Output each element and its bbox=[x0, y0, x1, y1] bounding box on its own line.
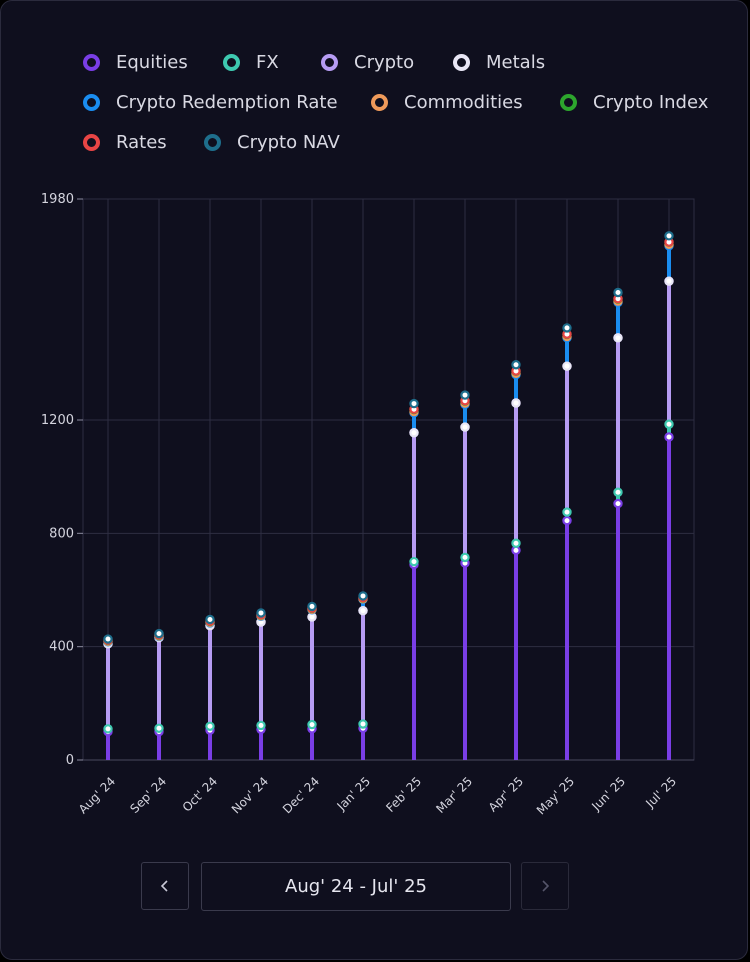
x-tick-label: Dec' 24 bbox=[280, 774, 322, 816]
legend-marker-icon bbox=[83, 53, 100, 71]
legend-item-crypto-index[interactable]: Crypto Index bbox=[560, 90, 708, 114]
x-tick-label: Mar' 25 bbox=[433, 774, 475, 816]
point-crypto-nav bbox=[358, 591, 368, 601]
x-tick-label: Nov' 24 bbox=[229, 774, 271, 816]
point-crypto-nav bbox=[409, 398, 419, 409]
point-fx bbox=[154, 723, 164, 733]
legend-label: Metals bbox=[486, 51, 546, 73]
chevron-left-icon bbox=[160, 880, 168, 892]
legend-item-metals[interactable]: Metals bbox=[453, 50, 545, 74]
point-fx bbox=[511, 538, 521, 548]
point-crypto-nav bbox=[460, 390, 470, 400]
y-tick-label: 800 bbox=[49, 526, 74, 541]
x-tick-label: Jun' 25 bbox=[588, 774, 628, 814]
plot-frame bbox=[82, 198, 695, 761]
y-tick-label: 0 bbox=[66, 753, 74, 768]
x-tick-label: Apr' 25 bbox=[486, 774, 526, 814]
next-range-button[interactable] bbox=[521, 862, 569, 910]
legend-item-crypto[interactable]: Crypto bbox=[321, 50, 414, 74]
legend-label: Crypto Redemption Rate bbox=[116, 91, 338, 113]
point-metals bbox=[409, 428, 419, 438]
point-fx bbox=[613, 487, 623, 497]
legend-item-crypto-redemption-rate[interactable]: Crypto Redemption Rate bbox=[83, 90, 338, 114]
x-tick-label: May' 25 bbox=[534, 774, 577, 817]
point-fx bbox=[460, 552, 470, 563]
date-range-label[interactable]: Aug' 24 - Jul' 25 bbox=[201, 862, 511, 911]
point-fx bbox=[205, 721, 215, 731]
point-fx bbox=[358, 719, 368, 729]
legend-label: Rates bbox=[116, 131, 167, 153]
x-tick-label: Aug' 24 bbox=[76, 774, 118, 816]
legend-marker-icon bbox=[83, 93, 100, 111]
point-metals bbox=[613, 333, 623, 343]
point-fx bbox=[256, 720, 266, 731]
legend-item-crypto-nav[interactable]: Crypto NAV bbox=[204, 130, 340, 154]
y-tick-label: 1200 bbox=[41, 413, 74, 428]
point-crypto-nav bbox=[256, 608, 266, 618]
point-crypto-nav bbox=[613, 287, 623, 298]
legend-item-rates[interactable]: Rates bbox=[83, 130, 167, 154]
point-equities bbox=[562, 515, 572, 526]
legend-item-fx[interactable]: FX bbox=[223, 50, 279, 74]
legend-marker-icon bbox=[321, 53, 338, 71]
point-metals bbox=[460, 422, 470, 432]
stacked-line-chart: 0 400 800 1200 1980 Aug' 24 Sep' 24 Oct' 24 Nov'… bbox=[41, 192, 695, 817]
legend-label: Crypto NAV bbox=[237, 131, 340, 153]
point-crypto-nav bbox=[154, 628, 164, 639]
x-tick-label: Sep' 24 bbox=[127, 774, 169, 816]
legend-item-commodities[interactable]: Commodities bbox=[371, 90, 523, 114]
y-tick-label: 400 bbox=[49, 640, 74, 655]
point-fx bbox=[664, 419, 674, 429]
point-crypto-nav bbox=[511, 360, 521, 370]
point-metals bbox=[664, 276, 674, 286]
point-fx bbox=[409, 556, 419, 567]
x-tick-label: Oct' 24 bbox=[180, 774, 220, 814]
legend-item-equities[interactable]: Equities bbox=[83, 50, 188, 74]
legend-label: Equities bbox=[116, 51, 188, 73]
previous-range-button[interactable] bbox=[141, 862, 189, 910]
point-metals bbox=[511, 398, 521, 408]
legend-label: Crypto Index bbox=[593, 91, 709, 113]
point-metals bbox=[358, 605, 368, 616]
point-crypto-nav bbox=[307, 601, 317, 612]
legend-marker-icon bbox=[371, 93, 388, 111]
legend-marker-icon bbox=[204, 133, 221, 151]
point-fx bbox=[562, 507, 572, 517]
point-crypto-nav bbox=[103, 634, 113, 644]
x-tick-label: Feb' 25 bbox=[383, 774, 424, 815]
point-fx bbox=[103, 724, 113, 734]
legend-label: FX bbox=[256, 51, 279, 73]
chevron-right-icon bbox=[542, 880, 550, 892]
point-fx bbox=[307, 719, 317, 730]
point-metals bbox=[562, 361, 572, 371]
legend-marker-icon bbox=[560, 93, 577, 111]
point-crypto-nav bbox=[664, 231, 674, 241]
point-equities bbox=[664, 432, 674, 442]
x-tick-label: Jan' 25 bbox=[334, 774, 374, 814]
legend-marker-icon bbox=[83, 133, 100, 151]
point-crypto-nav bbox=[205, 614, 215, 625]
legend-label: Crypto bbox=[354, 51, 415, 73]
x-tick-label: Jul' 25 bbox=[642, 774, 679, 811]
legend-marker-icon bbox=[453, 53, 470, 71]
y-tick-label: 1980 bbox=[41, 192, 74, 207]
chart-legend: Equities FX Crypto Metals Crypto Redemption … bbox=[1, 1, 750, 171]
point-crypto-nav bbox=[562, 323, 572, 333]
legend-label: Commodities bbox=[404, 91, 523, 113]
point-equities bbox=[613, 498, 623, 509]
legend-marker-icon bbox=[223, 53, 240, 71]
